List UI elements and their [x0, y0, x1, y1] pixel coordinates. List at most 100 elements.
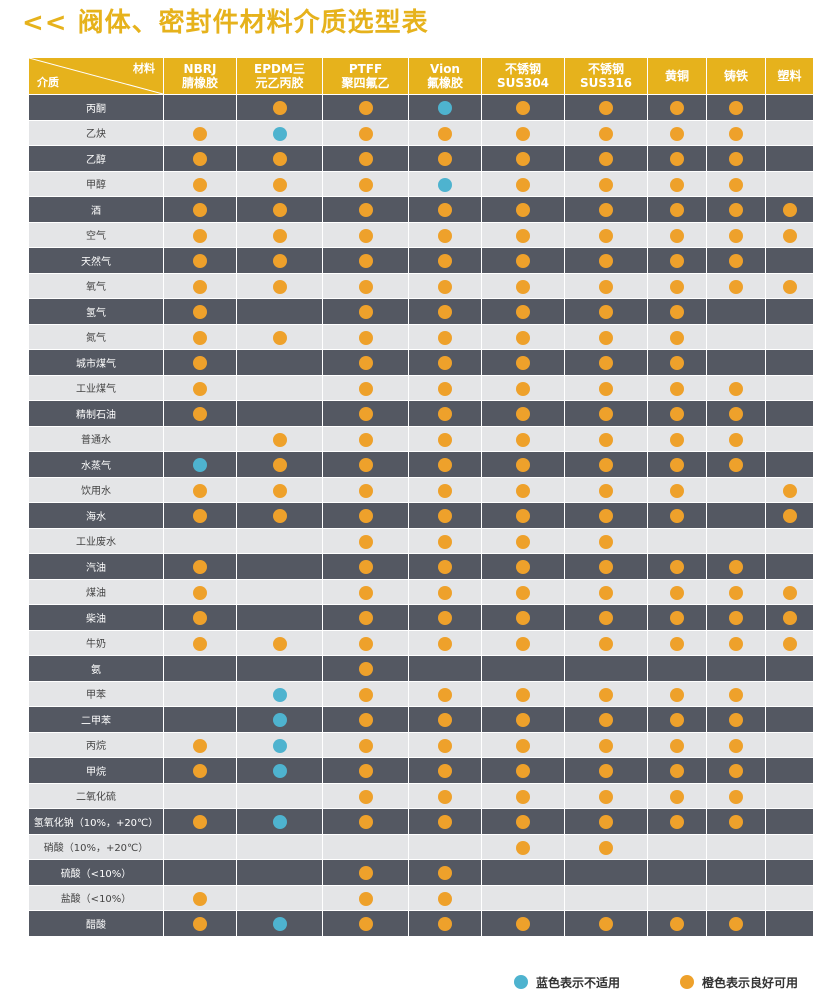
orange-dot-icon	[438, 126, 452, 141]
orange-dot-icon	[599, 764, 613, 779]
compat-cell	[163, 119, 237, 146]
compat-cell	[163, 578, 237, 605]
medium-name: 氮气	[28, 323, 164, 350]
orange-dot-icon	[272, 101, 287, 116]
orange-dot-icon	[193, 738, 207, 753]
orange-dot-icon	[438, 483, 452, 498]
compat-cell	[408, 629, 482, 656]
orange-dot-icon	[782, 483, 797, 498]
compat-cell	[322, 808, 409, 835]
compat-cell	[564, 476, 648, 503]
orange-dot-icon	[358, 432, 373, 447]
compat-cell	[322, 553, 409, 580]
column-header: 铸铁	[706, 57, 766, 95]
medium-name: 丙酮	[28, 94, 164, 121]
blue-dot-icon	[438, 101, 452, 116]
table-row: 氮气	[28, 323, 814, 350]
compat-cell	[564, 298, 648, 325]
column-header: EPDM三 元乙丙胶	[236, 57, 323, 95]
orange-dot-icon	[599, 483, 613, 498]
orange-dot-icon	[438, 228, 452, 243]
orange-dot-icon	[358, 789, 373, 804]
compat-cell	[564, 655, 648, 682]
compat-cell	[706, 706, 766, 733]
compat-cell	[163, 629, 237, 656]
table-row: 二氧化硫	[28, 782, 814, 809]
compat-cell	[481, 476, 565, 503]
compat-cell	[481, 731, 565, 758]
orange-dot-icon	[599, 330, 613, 345]
compat-cell	[408, 731, 482, 758]
orange-dot-icon	[599, 611, 613, 626]
table-row: 乙炔	[28, 119, 814, 146]
orange-dot-icon	[516, 126, 530, 141]
compat-cell	[322, 884, 409, 911]
table-row: 氢气	[28, 298, 814, 325]
orange-dot-icon	[782, 509, 797, 524]
orange-dot-icon	[670, 356, 684, 371]
table-row: 煤油	[28, 578, 814, 605]
compat-cell	[236, 170, 323, 197]
compat-cell	[236, 374, 323, 401]
orange-dot-icon	[670, 432, 684, 447]
table-row: 酒	[28, 196, 814, 223]
compat-cell	[408, 680, 482, 707]
orange-dot-icon	[670, 509, 684, 524]
orange-dot-icon	[782, 611, 797, 626]
compat-cell	[647, 94, 707, 121]
compat-cell	[322, 196, 409, 223]
orange-dot-icon	[516, 483, 530, 498]
compat-cell	[647, 349, 707, 376]
compat-cell	[322, 94, 409, 121]
orange-dot-icon	[516, 611, 530, 626]
orange-dot-icon	[516, 687, 530, 702]
orange-dot-icon	[599, 840, 613, 855]
compat-cell	[706, 578, 766, 605]
compat-cell	[647, 910, 707, 937]
compat-cell	[564, 782, 648, 809]
orange-dot-icon	[670, 636, 684, 651]
compat-cell	[706, 629, 766, 656]
compat-cell	[322, 680, 409, 707]
orange-dot-icon	[438, 713, 452, 728]
compat-cell	[236, 94, 323, 121]
orange-dot-icon	[272, 432, 287, 447]
orange-dot-icon	[193, 305, 207, 320]
compat-cell	[322, 833, 409, 860]
column-header-line1: Vion	[430, 62, 460, 76]
compat-cell	[647, 476, 707, 503]
orange-dot-icon	[272, 279, 287, 294]
medium-name: 空气	[28, 221, 164, 248]
compat-cell	[236, 757, 323, 784]
medium-name: 甲苯	[28, 680, 164, 707]
compat-cell	[408, 247, 482, 274]
compat-cell	[706, 757, 766, 784]
orange-dot-icon	[670, 713, 684, 728]
compat-cell	[706, 145, 766, 172]
table-row: 工业废水	[28, 527, 814, 554]
compat-cell	[322, 145, 409, 172]
compat-cell	[408, 119, 482, 146]
orange-dot-icon	[516, 534, 530, 549]
compat-cell	[481, 884, 565, 911]
orange-dot-icon	[670, 611, 684, 626]
compat-cell	[236, 604, 323, 631]
orange-dot-icon	[438, 458, 452, 473]
orange-dot-icon	[729, 101, 743, 116]
compat-cell	[647, 808, 707, 835]
compat-cell	[706, 910, 766, 937]
medium-name: 海水	[28, 502, 164, 529]
compat-cell	[481, 298, 565, 325]
legend-orange: 橙色表示良好可用	[680, 972, 798, 992]
orange-dot-icon	[729, 713, 743, 728]
compat-cell	[408, 884, 482, 911]
orange-dot-icon	[193, 279, 207, 294]
medium-name: 氢气	[28, 298, 164, 325]
compat-cell	[481, 272, 565, 299]
compat-cell	[564, 833, 648, 860]
orange-dot-icon	[599, 687, 613, 702]
orange-dot-icon	[516, 279, 530, 294]
orange-dot-icon	[670, 560, 684, 575]
orange-dot-icon	[438, 152, 452, 167]
orange-dot-icon	[670, 126, 684, 141]
